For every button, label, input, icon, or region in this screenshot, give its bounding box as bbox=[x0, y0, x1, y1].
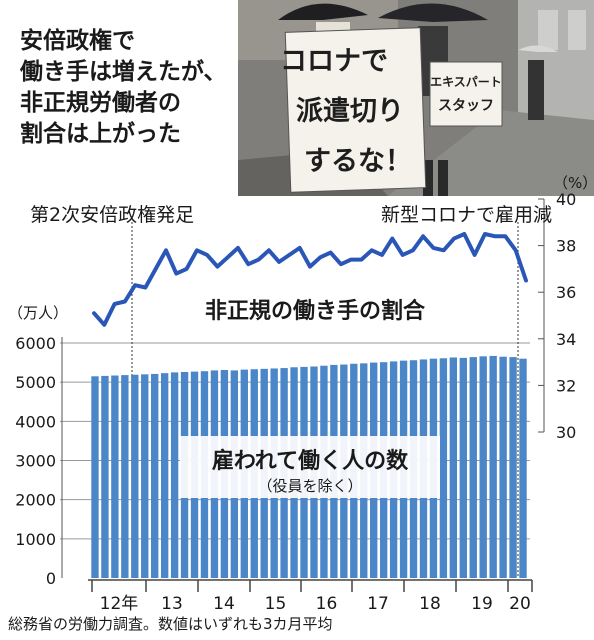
left-tick-label-4: 4000 bbox=[15, 412, 56, 431]
left-tick-label-1: 1000 bbox=[15, 530, 56, 549]
sign-2-line-2: スタッフ bbox=[438, 98, 494, 114]
x-tick-label-1: 13 bbox=[161, 594, 183, 614]
bar bbox=[499, 356, 507, 578]
bar bbox=[459, 357, 467, 578]
x-tick-label-2: 14 bbox=[213, 594, 235, 614]
annotation-corona: 新型コロナで雇用減 bbox=[381, 204, 552, 226]
bar bbox=[170, 372, 179, 579]
bar bbox=[151, 373, 159, 578]
sign-1-line-1: コロナで bbox=[280, 46, 388, 77]
x-tick-label-3: 15 bbox=[265, 594, 287, 614]
right-tick-label-2: 34 bbox=[556, 330, 576, 349]
umbrella-2 bbox=[378, 3, 488, 22]
protest-sign-1 bbox=[284, 27, 427, 193]
bar bbox=[489, 355, 497, 578]
sign-1-line-2: 派遣切り bbox=[296, 96, 404, 127]
headline-line-4: 割合は上がった bbox=[20, 121, 181, 147]
x-tick-label-4: 16 bbox=[316, 594, 338, 614]
umbrella-3 bbox=[518, 45, 558, 52]
bar-series-sublabel: （役員を除く） bbox=[257, 477, 362, 495]
bar bbox=[131, 374, 139, 578]
bar-series-label: 雇われて働く人の数 bbox=[212, 448, 409, 474]
nonregular-ratio-line bbox=[92, 232, 528, 327]
right-tick-label-3: 36 bbox=[556, 283, 576, 302]
bar bbox=[449, 357, 458, 578]
left-axis: 0 1000 2000 3000 4000 5000 6000 bbox=[15, 334, 63, 588]
umbrella-1 bbox=[278, 3, 368, 20]
source-note: 総務省の労働力調査。数値はいずれも3カ月平均 bbox=[8, 615, 333, 633]
bar bbox=[519, 358, 527, 578]
bar bbox=[121, 375, 129, 578]
bar bbox=[101, 375, 109, 578]
sign-1-line-3: するな！ bbox=[304, 146, 412, 177]
left-tick-label-0: 0 bbox=[46, 569, 56, 588]
right-tick-label-5: 40 bbox=[556, 190, 576, 209]
x-tick-label-0: 12年 bbox=[100, 594, 139, 614]
left-tick-label-6: 6000 bbox=[15, 334, 56, 353]
bar bbox=[439, 358, 448, 578]
protest-sign-2 bbox=[429, 61, 503, 127]
sign-2-line-1: エキスパート bbox=[430, 75, 502, 89]
x-axis: 12年 13 14 15 16 17 18 19 20 bbox=[88, 579, 533, 614]
left-tick-label-5: 5000 bbox=[15, 373, 56, 392]
x-tick-label-5: 17 bbox=[367, 594, 389, 614]
left-tick-label-2: 2000 bbox=[15, 491, 56, 510]
headline-line-2: 働き手は増えたが、 bbox=[20, 59, 227, 85]
right-tick-label-0: 30 bbox=[556, 423, 576, 442]
annotation-abe: 第2次安倍政権発足 bbox=[30, 204, 194, 226]
right-axis: 30 32 34 36 38 40 bbox=[538, 190, 576, 442]
headline-line-1: 安倍政権で bbox=[20, 28, 135, 54]
bar bbox=[91, 376, 99, 578]
right-axis-unit: （%） bbox=[553, 174, 594, 192]
x-tick-label-6: 18 bbox=[419, 594, 441, 614]
right-tick-label-1: 32 bbox=[556, 376, 576, 395]
bar bbox=[160, 373, 169, 578]
bar bbox=[469, 357, 477, 578]
x-tick-label-7: 19 bbox=[471, 594, 493, 614]
bar bbox=[479, 356, 487, 578]
right-tick-label-4: 38 bbox=[556, 237, 576, 256]
bar-label-box bbox=[180, 436, 440, 498]
headline-line-3: 非正規労働者の bbox=[20, 90, 181, 116]
left-tick-label-3: 3000 bbox=[15, 452, 56, 471]
protest-photo-illustration: コロナで 派遣切り するな！ エキスパート スタッフ bbox=[238, 0, 594, 196]
headline: 安倍政権で 働き手は増えたが、 非正規労働者の 割合は上がった bbox=[20, 26, 227, 150]
line-series-label: 非正規の働き手の割合 bbox=[205, 298, 426, 324]
bar bbox=[111, 375, 119, 578]
x-tick-label-8: 20 bbox=[509, 594, 531, 614]
left-axis-unit: （万人） bbox=[8, 304, 68, 322]
bar bbox=[509, 357, 517, 578]
bar bbox=[141, 374, 149, 578]
protest-photo: コロナで 派遣切り するな！ エキスパート スタッフ bbox=[238, 0, 594, 196]
